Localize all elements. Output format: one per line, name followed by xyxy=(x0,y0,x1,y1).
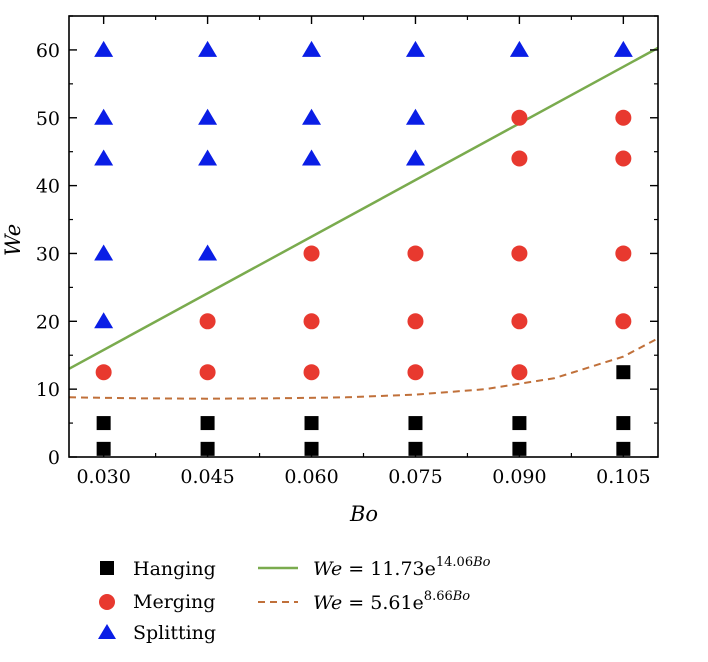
hanging-point-2 xyxy=(200,441,215,456)
splitting-point-12 xyxy=(405,149,425,166)
legend-marker-splitting xyxy=(98,624,116,639)
fit-line-dashed xyxy=(68,337,659,400)
hanging-point-6 xyxy=(408,441,423,456)
splitting-point-5 xyxy=(198,244,218,261)
splitting-point-16 xyxy=(613,40,633,57)
legend-label-fit-solid: We = 11.73e14.06Bo xyxy=(313,555,491,580)
splitting-point-3 xyxy=(94,108,114,125)
legend-marker-hanging xyxy=(100,561,114,575)
eq2-rhs: = 5.61e xyxy=(342,592,424,614)
merging-point-9 xyxy=(511,364,528,381)
splitting-point-14 xyxy=(405,40,425,57)
splitting-point-15 xyxy=(509,40,529,57)
merging-point-3 xyxy=(303,364,320,381)
splitting-point-4 xyxy=(94,40,114,57)
eq1-lhs: We xyxy=(313,558,342,580)
merging-point-12 xyxy=(511,150,528,167)
hanging-point-10 xyxy=(616,441,631,456)
merging-point-15 xyxy=(615,245,632,262)
y-axis-title: We xyxy=(1,224,25,256)
eq2-lhs: We xyxy=(313,592,342,614)
eq1-exp-var: Bo xyxy=(472,555,491,570)
fit-line-solid xyxy=(68,46,659,370)
eq2-exp-num: 8.66 xyxy=(424,589,453,604)
hanging-point-5 xyxy=(304,416,319,431)
x-tick-label-0.090: 0.090 xyxy=(492,466,546,488)
merging-point-14 xyxy=(615,313,632,330)
hanging-point-9 xyxy=(512,416,527,431)
y-tick-label-40: 40 xyxy=(36,176,60,198)
merging-point-13 xyxy=(511,109,528,126)
legend-label-hanging: Hanging xyxy=(133,558,216,580)
splitting-point-2 xyxy=(94,149,114,166)
x-tick-label-0.105: 0.105 xyxy=(596,466,650,488)
merging-point-4 xyxy=(303,313,320,330)
merging-point-0 xyxy=(95,364,112,381)
x-tick-label-0.075: 0.075 xyxy=(388,466,442,488)
y-tick-label-50: 50 xyxy=(36,108,60,130)
splitting-point-0 xyxy=(94,312,114,329)
merging-point-5 xyxy=(303,245,320,262)
hanging-point-11 xyxy=(616,416,631,431)
hanging-point-12 xyxy=(616,365,631,380)
legend-label-splitting: Splitting xyxy=(133,622,216,644)
x-tick-label-0.060: 0.060 xyxy=(284,466,338,488)
eq1-rhs: = 11.73e xyxy=(342,558,436,580)
eq1-exp-num: 14.06 xyxy=(436,555,473,570)
splitting-point-13 xyxy=(405,108,425,125)
x-tick-label-0.030: 0.030 xyxy=(76,466,130,488)
splitting-point-8 xyxy=(198,40,218,57)
axes: 0.030 0.045 0.060 0.075 0.090 0.105 0 10 20 30 40 5… xyxy=(36,15,659,488)
plot-frame xyxy=(68,15,659,458)
merging-point-17 xyxy=(615,109,632,126)
splitting-point-1 xyxy=(94,244,114,261)
y-tick-label-10: 10 xyxy=(36,379,60,401)
y-tick-label-0: 0 xyxy=(48,447,60,469)
hanging-point-1 xyxy=(96,416,111,431)
merging-point-6 xyxy=(407,364,424,381)
hanging-point-4 xyxy=(304,441,319,456)
merging-point-1 xyxy=(199,364,216,381)
legend-label-fit-dashed: We = 5.61e8.66Bo xyxy=(313,589,470,614)
splitting-point-7 xyxy=(198,108,218,125)
merging-point-7 xyxy=(407,313,424,330)
merging-point-2 xyxy=(199,313,216,330)
splitting-point-11 xyxy=(302,40,322,57)
x-axis-title: Bo xyxy=(349,502,378,526)
plot-area xyxy=(68,40,659,456)
y-tick-label-20: 20 xyxy=(36,311,60,333)
y-tick-label-60: 60 xyxy=(36,40,60,62)
hanging-point-8 xyxy=(512,441,527,456)
eq2-exp-var: Bo xyxy=(452,589,471,604)
legend-marker-merging xyxy=(99,594,115,610)
merging-point-10 xyxy=(511,313,528,330)
hanging-point-3 xyxy=(200,416,215,431)
splitting-point-10 xyxy=(302,108,322,125)
merging-point-8 xyxy=(407,245,424,262)
legend: Hanging Merging Splitting We = 11.73e14.… xyxy=(98,555,491,644)
legend-label-merging: Merging xyxy=(133,591,215,613)
hanging-point-7 xyxy=(408,416,423,431)
splitting-point-9 xyxy=(302,149,322,166)
hanging-point-0 xyxy=(96,441,111,456)
y-tick-label-30: 30 xyxy=(36,243,60,265)
merging-point-16 xyxy=(615,150,632,167)
splitting-point-6 xyxy=(198,149,218,166)
merging-point-11 xyxy=(511,245,528,262)
x-tick-label-0.045: 0.045 xyxy=(180,466,234,488)
